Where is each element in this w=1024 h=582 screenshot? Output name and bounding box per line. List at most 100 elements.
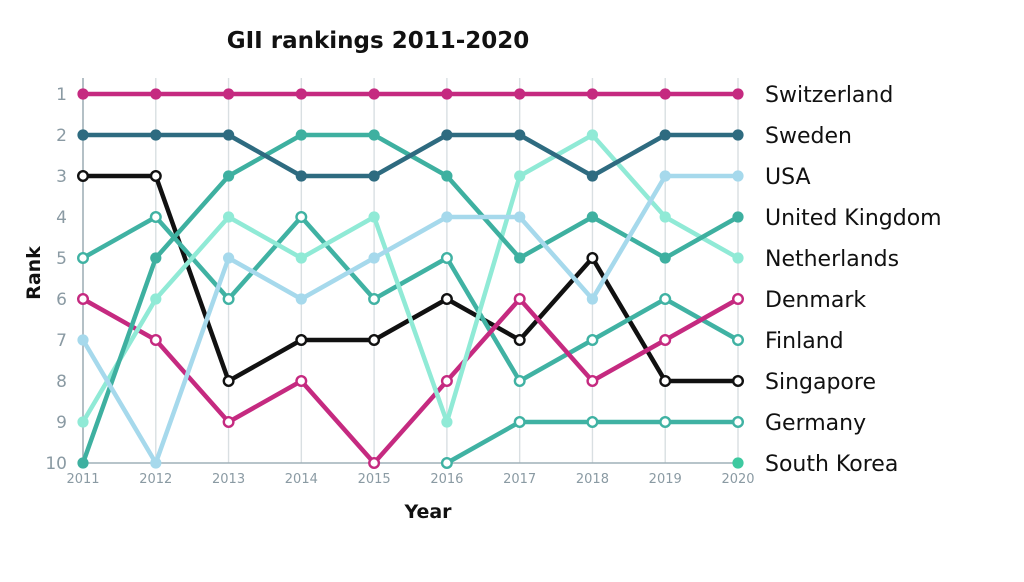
x-tick-label: 2020 xyxy=(721,472,754,487)
data-point-united-kingdom xyxy=(77,457,89,469)
series-line-denmark xyxy=(80,296,741,466)
data-point-united-kingdom xyxy=(586,211,599,223)
data-point-switzerland xyxy=(223,88,235,100)
data-point-switzerland xyxy=(77,88,89,100)
data-point-switzerland xyxy=(368,88,380,100)
data-point-denmark xyxy=(76,293,89,306)
y-tick-label: 2 xyxy=(56,126,67,146)
legend-label-finland: Finland xyxy=(765,329,844,354)
data-point-usa xyxy=(514,211,526,223)
data-point-germany xyxy=(586,416,599,429)
data-point-denmark xyxy=(368,457,381,470)
legend: Switzerland Sweden USA United Kingdom Nether… xyxy=(765,83,942,477)
x-tick-label: 2014 xyxy=(285,472,318,487)
data-point-switzerland xyxy=(732,88,744,100)
data-point-switzerland xyxy=(659,88,671,100)
y-tick-label: 6 xyxy=(56,290,67,310)
data-point-denmark xyxy=(149,334,162,347)
series-switzerland xyxy=(77,88,744,100)
x-tick-label: 2016 xyxy=(430,472,463,487)
x-tick-label: 2015 xyxy=(358,472,391,487)
data-point-singapore xyxy=(295,334,308,347)
data-point-usa xyxy=(295,293,307,305)
data-point-switzerland xyxy=(514,88,526,100)
x-tick-label: 2012 xyxy=(139,472,172,487)
data-point-singapore xyxy=(76,169,89,182)
data-point-singapore xyxy=(586,251,599,264)
data-point-sweden xyxy=(295,170,307,182)
legend-label-south-korea: South Korea xyxy=(765,452,898,477)
data-point-finland xyxy=(149,210,162,223)
data-point-finland xyxy=(440,251,453,264)
y-tick-label: 4 xyxy=(56,208,67,228)
data-point-usa xyxy=(441,211,453,223)
gridlines xyxy=(82,78,739,463)
data-point-netherlands xyxy=(368,211,380,223)
data-point-sweden xyxy=(150,129,162,141)
data-point-united-kingdom xyxy=(514,252,526,264)
data-point-denmark xyxy=(659,334,672,347)
legend-label-germany: Germany xyxy=(765,411,866,436)
series-denmark xyxy=(76,293,745,470)
data-point-netherlands xyxy=(514,170,526,182)
x-tick-label: 2019 xyxy=(649,472,682,487)
data-point-singapore xyxy=(732,375,745,388)
data-point-switzerland xyxy=(586,88,599,100)
data-point-sweden xyxy=(514,129,526,141)
x-tick-label: 2018 xyxy=(576,472,609,487)
data-point-switzerland xyxy=(441,88,453,100)
data-point-switzerland xyxy=(295,88,307,100)
y-tick-label: 5 xyxy=(56,249,67,269)
data-point-usa xyxy=(150,457,162,469)
data-point-united-kingdom xyxy=(368,129,380,141)
y-tick-label: 8 xyxy=(56,372,67,392)
data-point-united-kingdom xyxy=(150,252,162,264)
legend-label-singapore: Singapore xyxy=(765,370,876,395)
data-point-germany xyxy=(732,416,745,429)
data-point-netherlands xyxy=(732,252,744,264)
data-point-finland xyxy=(659,293,672,306)
data-point-sweden xyxy=(223,129,235,141)
data-point-usa xyxy=(659,170,671,182)
data-point-united-kingdom xyxy=(295,129,307,141)
y-tick-label: 7 xyxy=(56,331,67,351)
data-point-finland xyxy=(732,334,745,347)
data-point-singapore xyxy=(222,375,235,388)
legend-label-netherlands: Netherlands xyxy=(765,247,899,272)
data-point-united-kingdom xyxy=(223,170,235,182)
y-tick-label: 3 xyxy=(56,167,67,187)
series-germany xyxy=(440,416,745,470)
y-axis-title: Rank xyxy=(23,246,45,300)
data-point-finland xyxy=(76,251,89,264)
data-point-finland xyxy=(586,334,599,347)
series-line-united-kingdom xyxy=(80,132,741,466)
data-point-usa xyxy=(586,293,599,305)
data-point-singapore xyxy=(440,293,453,306)
legend-label-switzerland: Switzerland xyxy=(765,83,893,108)
data-point-united-kingdom xyxy=(659,252,671,264)
series-line-sweden xyxy=(80,132,741,179)
data-point-finland xyxy=(513,375,526,388)
x-tick-label: 2011 xyxy=(66,472,99,487)
series-line-netherlands xyxy=(80,132,741,425)
data-point-netherlands xyxy=(150,293,162,305)
data-point-usa xyxy=(77,334,89,346)
data-point-usa xyxy=(732,170,744,182)
data-point-singapore xyxy=(513,334,526,347)
data-point-denmark xyxy=(586,375,599,388)
y-tick-label: 1 xyxy=(56,85,67,105)
data-point-netherlands xyxy=(295,252,307,264)
series-south-korea xyxy=(732,457,744,469)
data-point-finland xyxy=(295,210,308,223)
data-point-denmark xyxy=(440,375,453,388)
series-group xyxy=(76,88,745,470)
data-point-finland xyxy=(222,293,235,306)
data-point-denmark xyxy=(222,416,235,429)
data-point-singapore xyxy=(659,375,672,388)
data-point-denmark xyxy=(295,375,308,388)
series-usa xyxy=(77,170,744,469)
data-point-germany xyxy=(440,457,453,470)
data-point-sweden xyxy=(659,129,671,141)
